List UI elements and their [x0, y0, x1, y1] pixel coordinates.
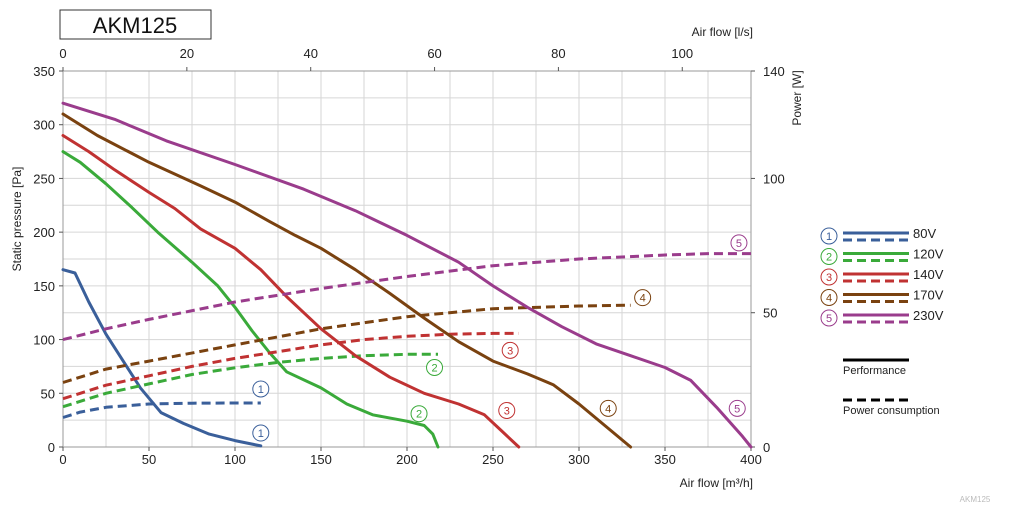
y-left-tick-label: 300 — [33, 118, 55, 133]
x-top-tick-label: 20 — [180, 46, 194, 61]
series-4-power-line — [62, 303, 631, 384]
x-bottom-tick-label: 300 — [568, 452, 590, 467]
x-bottom-tick-label: 250 — [482, 452, 504, 467]
legend-series-name: 170V — [913, 288, 944, 303]
series-3-power-line — [62, 331, 519, 401]
legend-marker-circle — [820, 309, 838, 327]
y-right-tick-label: 140 — [763, 64, 785, 79]
series-marker-circle — [501, 341, 519, 359]
y-left-tick-label: 50 — [41, 386, 55, 401]
series-2-performance-line — [61, 150, 440, 449]
legend-marker-label: 1 — [826, 231, 832, 243]
legend-series-name: 140V — [913, 267, 944, 282]
y-left-tick-label: 350 — [33, 64, 55, 79]
series-1-power-line — [62, 401, 261, 419]
x-bottom-tick-label: 0 — [59, 452, 66, 467]
series-marker-label: 3 — [507, 345, 513, 357]
y-right-tick-label: 100 — [763, 171, 785, 186]
series-2-power-line — [62, 352, 438, 409]
y-left-tick-label: 250 — [33, 171, 55, 186]
series-5-power-line — [62, 252, 751, 342]
watermark: AKM125 — [960, 495, 991, 504]
x-top-tick-label: 80 — [551, 46, 565, 61]
legend-performance-label: Performance — [843, 365, 906, 377]
x-bottom-axis-label: Air flow [m³/h] — [680, 476, 753, 490]
legend-marker-circle — [820, 248, 838, 265]
legend-series-name: 120V — [913, 247, 944, 262]
series-marker-label: 5 — [736, 238, 742, 250]
legend-marker-circle — [820, 227, 838, 245]
legend-marker-circle — [820, 289, 838, 306]
x-bottom-tick-label: 100 — [224, 452, 246, 467]
series-marker-circle — [252, 424, 270, 442]
series-marker-label: 1 — [258, 384, 264, 396]
series-5-performance-line — [61, 101, 753, 449]
series-marker-label: 2 — [416, 409, 422, 421]
series-1-performance-line — [61, 268, 263, 448]
y-right-tick-label: 50 — [763, 306, 777, 321]
series-marker-label: 5 — [734, 403, 740, 415]
legend-marker-label: 4 — [826, 293, 832, 305]
x-top-tick-label: 100 — [671, 46, 693, 61]
chart-title: AKM125 — [93, 13, 177, 38]
y-left-tick-label: 0 — [48, 440, 55, 455]
markers-group: 1 1 2 2 3 3 4 4 5 5 — [252, 234, 748, 442]
x-top-tick-label: 40 — [303, 46, 317, 61]
series-marker-circle — [728, 399, 746, 417]
x-top-tick-label: 0 — [59, 46, 66, 61]
y-left-tick-label: 150 — [33, 279, 55, 294]
legend-marker-label: 5 — [826, 313, 832, 325]
series-marker-label: 3 — [504, 405, 510, 417]
grid — [62, 70, 752, 448]
series-marker-circle — [252, 380, 270, 398]
x-bottom-tick-label: 200 — [396, 452, 418, 467]
x-bottom-tick-label: 50 — [142, 452, 156, 467]
x-top-tick-label: 60 — [427, 46, 441, 61]
title-box — [59, 9, 212, 40]
series-marker-label: 4 — [640, 293, 646, 305]
x-top-axis-label: Air flow [l/s] — [692, 25, 753, 39]
series-marker-circle — [410, 405, 428, 423]
x-bottom-tick-label: 150 — [310, 452, 332, 467]
y-left-tick-label: 100 — [33, 333, 55, 348]
legend-marker-label: 2 — [826, 252, 832, 264]
series-3-performance-line — [61, 134, 521, 449]
legend-power-label: Power consumption — [843, 405, 940, 417]
series-marker-circle — [599, 399, 617, 417]
x-bottom-tick-label: 400 — [740, 452, 762, 467]
legend-marker-label: 3 — [826, 272, 832, 284]
series-marker-label: 4 — [605, 403, 611, 415]
legend-series-name: 230V — [913, 308, 944, 323]
x-bottom-tick-label: 350 — [654, 452, 676, 467]
legend-series-name: 80V — [913, 226, 936, 241]
series-marker-circle — [730, 234, 748, 252]
series-group — [61, 101, 753, 449]
y-right-tick-label: 0 — [763, 440, 770, 455]
y-left-tick-label: 200 — [33, 225, 55, 240]
y-left-axis-label: Static pressure [Pa] — [10, 167, 24, 272]
legend: 1 80V 2 120V 3 140V 4 170V 5 230V Performance Power… — [820, 226, 944, 417]
series-marker-circle — [426, 359, 444, 377]
series-marker-label: 1 — [258, 428, 264, 440]
series-marker-label: 2 — [431, 363, 437, 375]
series-marker-circle — [498, 401, 516, 419]
legend-marker-circle — [820, 268, 838, 286]
series-marker-circle — [634, 289, 652, 307]
y-right-axis-label: Power [W] — [790, 70, 804, 125]
